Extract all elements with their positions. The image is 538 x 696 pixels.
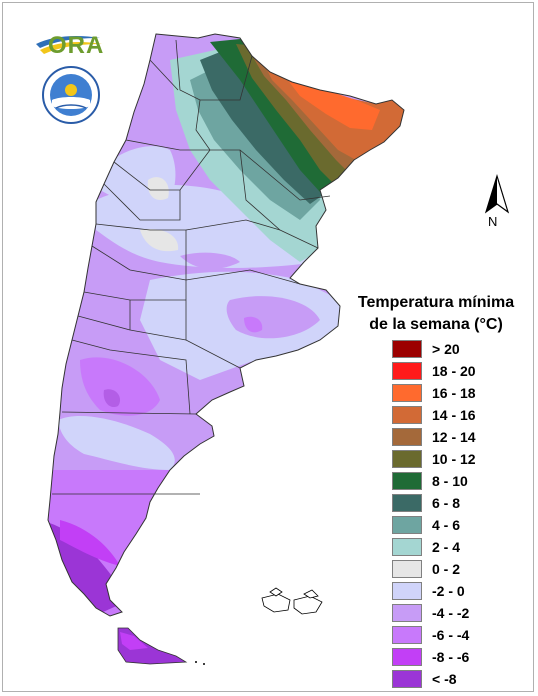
legend-label: 8 - 10 bbox=[432, 473, 468, 489]
legend-item: > 20 bbox=[392, 338, 476, 360]
legend: Temperatura mínima de la semana (°C) > 2… bbox=[348, 292, 528, 688]
north-label: N bbox=[488, 214, 498, 229]
legend-item: 0 - 2 bbox=[392, 558, 476, 580]
legend-swatch bbox=[392, 362, 422, 380]
legend-label: 18 - 20 bbox=[432, 363, 476, 379]
legend-swatch bbox=[392, 582, 422, 600]
legend-label: 0 - 2 bbox=[432, 561, 461, 577]
legend-item: 10 - 12 bbox=[392, 448, 476, 470]
legend-items: > 20 18 - 20 16 - 18 14 - 16 12 - 14 10 - 12 8… bbox=[392, 338, 476, 690]
ora-logo-text: ORA bbox=[48, 32, 105, 59]
legend-swatch bbox=[392, 516, 422, 534]
legend-swatch bbox=[392, 340, 422, 358]
legend-item: 4 - 6 bbox=[392, 514, 476, 536]
legend-label: < -8 bbox=[432, 671, 457, 687]
legend-swatch bbox=[392, 670, 422, 688]
legend-label: 16 - 18 bbox=[432, 385, 476, 401]
legend-label: -8 - -6 bbox=[432, 649, 470, 665]
legend-label: -6 - -4 bbox=[432, 627, 470, 643]
legend-item: 14 - 16 bbox=[392, 404, 476, 426]
legend-title-line-2: de la semana (°C) bbox=[369, 316, 503, 333]
legend-label: > 20 bbox=[432, 341, 460, 357]
legend-swatch bbox=[392, 428, 422, 446]
legend-item: 2 - 4 bbox=[392, 536, 476, 558]
legend-swatch bbox=[392, 472, 422, 490]
legend-swatch bbox=[392, 494, 422, 512]
legend-item: -8 - -6 bbox=[392, 646, 476, 668]
legend-item: -4 - -2 bbox=[392, 602, 476, 624]
legend-label: -2 - 0 bbox=[432, 583, 465, 599]
legend-item: 12 - 14 bbox=[392, 426, 476, 448]
legend-swatch bbox=[392, 604, 422, 622]
north-arrow-icon bbox=[484, 173, 510, 214]
smn-seal-logo bbox=[42, 66, 100, 124]
legend-swatch bbox=[392, 406, 422, 424]
legend-swatch bbox=[392, 648, 422, 666]
legend-label: 12 - 14 bbox=[432, 429, 476, 445]
legend-swatch bbox=[392, 450, 422, 468]
legend-swatch bbox=[392, 560, 422, 578]
legend-item: 6 - 8 bbox=[392, 492, 476, 514]
legend-item: < -8 bbox=[392, 668, 476, 690]
legend-label: 6 - 8 bbox=[432, 495, 461, 511]
legend-label: 14 - 16 bbox=[432, 407, 476, 423]
legend-label: 10 - 12 bbox=[432, 451, 476, 467]
ora-logo bbox=[36, 36, 102, 54]
legend-item: 16 - 18 bbox=[392, 382, 476, 404]
legend-item: 8 - 10 bbox=[392, 470, 476, 492]
legend-label: 4 - 6 bbox=[432, 517, 461, 533]
legend-item: -6 - -4 bbox=[392, 624, 476, 646]
legend-swatch bbox=[392, 626, 422, 644]
legend-swatch bbox=[392, 384, 422, 402]
legend-title-line-1: Temperatura mínima bbox=[357, 294, 515, 311]
legend-item: 18 - 20 bbox=[392, 360, 476, 382]
legend-swatch bbox=[392, 538, 422, 556]
legend-item: -2 - 0 bbox=[392, 580, 476, 602]
malvinas-islands bbox=[261, 587, 323, 615]
legend-label: 2 - 4 bbox=[432, 539, 461, 555]
legend-label: -4 - -2 bbox=[432, 605, 470, 621]
